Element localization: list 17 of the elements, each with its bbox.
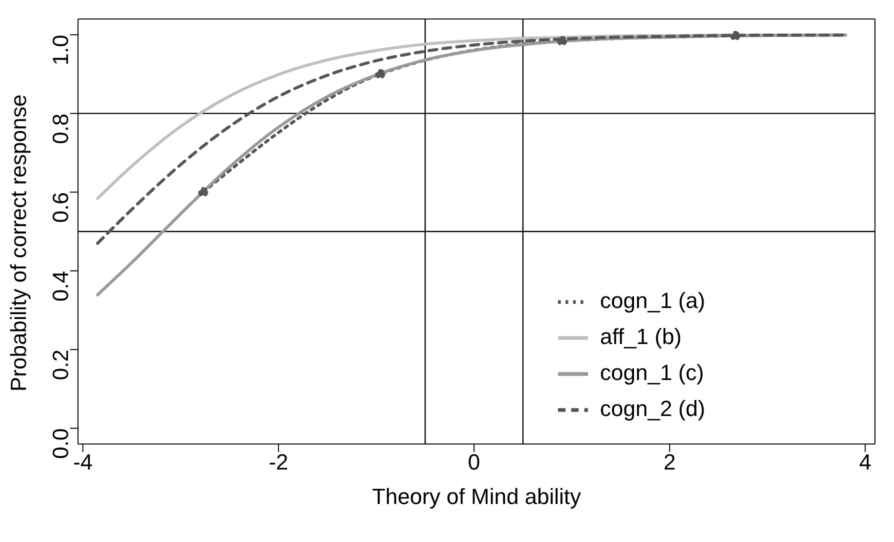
x-axis-title: Theory of Mind ability bbox=[372, 484, 582, 509]
x-tick-label: -2 bbox=[268, 450, 288, 475]
legend-label: aff_1 (b) bbox=[600, 324, 682, 349]
y-tick-label: 0.8 bbox=[48, 113, 73, 144]
x-tick-label: 4 bbox=[859, 450, 872, 475]
legend-label: cogn_2 (d) bbox=[600, 396, 706, 421]
x-tick-label: -4 bbox=[73, 450, 93, 475]
x-tick-label: 0 bbox=[468, 450, 480, 475]
y-tick-label: 1.0 bbox=[48, 34, 73, 66]
y-tick-label: 0.2 bbox=[48, 350, 73, 380]
y-axis-title: Probability of correct response bbox=[6, 94, 31, 392]
x-tick-label: 2 bbox=[664, 450, 676, 475]
legend-label: cogn_1 (c) bbox=[600, 360, 704, 385]
legend-label: cogn_1 (a) bbox=[600, 288, 706, 313]
y-tick-label: 0.4 bbox=[48, 270, 73, 302]
y-tick-label: 0.0 bbox=[48, 428, 73, 459]
y-tick-label: 0.6 bbox=[48, 192, 73, 223]
